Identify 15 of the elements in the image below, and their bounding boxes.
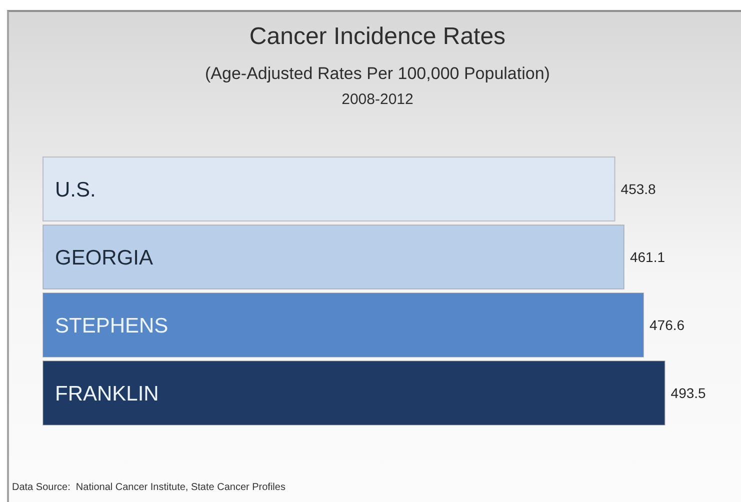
data-label: 476.6 <box>650 316 685 333</box>
y-tick-label: U.S. <box>55 178 96 202</box>
chart-title: Cancer Incidence Rates <box>248 22 507 52</box>
y-tick-label: STEPHENS <box>55 314 168 338</box>
y-tick-label: GEORGIA <box>55 246 154 270</box>
bar <box>42 292 644 358</box>
bar <box>42 224 624 290</box>
bar <box>42 360 666 426</box>
chart-subtitle: (Age-Adjusted Rates Per 100,000 Population) 2008-2012 <box>204 63 551 110</box>
data-label: 493.5 <box>670 384 706 401</box>
data-label: 453.8 <box>620 180 656 197</box>
data-label: 461.1 <box>630 248 666 265</box>
bar <box>42 156 616 222</box>
source-note: Data Source: National Cancer Institute, State Cancer Profiles <box>12 482 286 493</box>
y-tick-label: FRANKLIN <box>55 382 159 406</box>
